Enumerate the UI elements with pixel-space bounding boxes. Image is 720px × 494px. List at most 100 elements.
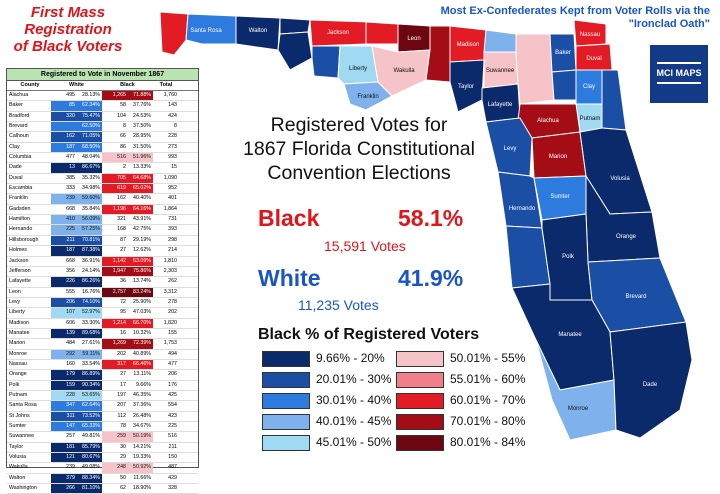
cell-white-percent: 35.84% bbox=[82, 205, 100, 212]
cell-total: 211 bbox=[168, 443, 177, 450]
cell-black-percent: 51.96% bbox=[127, 153, 153, 163]
cell-white-percent: 28.13% bbox=[82, 92, 100, 98]
cell-white-count: 162 bbox=[51, 132, 76, 142]
cell-black-count: 1,269 bbox=[102, 339, 127, 349]
cell-county: Clay bbox=[9, 143, 20, 150]
cell-white-count: 347 bbox=[51, 401, 76, 411]
cell-black-count: 1,947 bbox=[102, 266, 127, 277]
cell-white-percent: 86.26% bbox=[76, 277, 102, 287]
col-white: White bbox=[69, 82, 84, 88]
cell-black-count: 95 bbox=[120, 309, 126, 316]
map-label-manatee: Manatee bbox=[558, 332, 582, 338]
table-row: Monroe 292 59.11% 202 40.89% 494 bbox=[7, 349, 198, 360]
county-gadsden bbox=[365, 21, 399, 45]
map-label-lafayette: Lafayette bbox=[488, 102, 513, 108]
cell-white-percent: 59.11% bbox=[76, 349, 102, 359]
table-row: Hernando 225 57.25% 168 42.75% 393 bbox=[7, 225, 198, 236]
cell-black-percent: 19.33% bbox=[133, 454, 151, 461]
map-label-madison: Madison bbox=[457, 42, 480, 48]
cell-white-percent: 36.91% bbox=[82, 257, 100, 264]
cell-county: Hillsborough bbox=[9, 236, 39, 243]
cell-black-percent: 46.35% bbox=[133, 391, 151, 398]
cell-black-percent: 47.03% bbox=[133, 309, 151, 316]
cell-total: 731 bbox=[168, 216, 177, 223]
map-label-clay: Clay bbox=[583, 84, 595, 90]
cell-county: Liberty bbox=[9, 309, 25, 316]
table-row: Jackson 668 36.91% 1,142 63.09% 1,810 bbox=[7, 256, 198, 267]
county-calhoun bbox=[311, 45, 341, 79]
cell-white-count: 668 bbox=[66, 257, 75, 264]
cell-black-percent: 37.50% bbox=[133, 123, 151, 130]
cell-black-count: 50 bbox=[120, 474, 126, 481]
cell-county: Calhoun bbox=[9, 133, 29, 140]
legend-label: 45.01% - 50% bbox=[316, 435, 392, 449]
cell-black-percent: 83.24% bbox=[127, 287, 153, 297]
cell-white-percent: 87.38% bbox=[76, 246, 102, 256]
map-label-sumter: Sumter bbox=[550, 194, 569, 200]
cell-total: 143 bbox=[168, 102, 177, 109]
cell-black-percent: 63.09% bbox=[127, 256, 153, 266]
cell-black-percent: 42.75% bbox=[133, 226, 151, 233]
legend-label: 30.01% - 40% bbox=[316, 393, 392, 407]
cell-county: Washington bbox=[9, 485, 37, 492]
cell-county: Levy bbox=[9, 298, 21, 305]
cell-county: Volusia bbox=[9, 454, 27, 461]
cell-white-count: 225 bbox=[51, 225, 76, 235]
legend-label: 40.01% - 45% bbox=[316, 414, 392, 428]
map-label-baker: Baker bbox=[555, 50, 571, 56]
cell-black-count: 72 bbox=[120, 298, 126, 305]
left-title-line: First Mass bbox=[30, 4, 106, 21]
table-row: Bradford 320 75.47% 104 24.53% 424 bbox=[7, 111, 198, 123]
table-row: Franklin 239 59.60% 162 40.40% 401 bbox=[7, 194, 198, 205]
cell-white-percent: 71.05% bbox=[76, 132, 102, 142]
cell-white-count: 206 bbox=[51, 297, 76, 308]
summary-title-line: Registered Votes for bbox=[270, 114, 448, 136]
cell-county: Holmes bbox=[9, 247, 27, 254]
cell-black-percent: 43.91% bbox=[133, 216, 151, 223]
cell-black-percent: 75.86% bbox=[127, 266, 153, 277]
cell-county: Brevard bbox=[9, 123, 28, 130]
legend-item: 40.01% - 45% bbox=[262, 413, 392, 430]
legend-swatch bbox=[262, 392, 310, 409]
county-levy bbox=[485, 117, 533, 177]
cell-white-percent: 35.32% bbox=[82, 174, 100, 181]
map-label-polk: Polk bbox=[562, 254, 575, 260]
cell-total: 429 bbox=[168, 474, 177, 481]
table-row: Hillsborough 211 70.81% 87 29.19% 298 bbox=[7, 235, 198, 247]
cell-total: 1,090 bbox=[163, 174, 177, 181]
cell-county: Hernando bbox=[9, 226, 33, 233]
cell-total: 424 bbox=[168, 112, 177, 119]
cell-total: 393 bbox=[168, 226, 177, 233]
col-black: Black bbox=[120, 82, 135, 88]
cell-white-percent: 65.33% bbox=[76, 422, 102, 432]
cell-white-count: 85 bbox=[51, 101, 76, 111]
cell-total: 952 bbox=[168, 185, 177, 192]
cell-total: 1,810 bbox=[163, 257, 177, 264]
cell-black-percent: 31.50% bbox=[133, 143, 151, 150]
logo-line bbox=[657, 82, 701, 84]
cell-white-percent: 49.08% bbox=[82, 464, 100, 471]
cell-total: 328 bbox=[168, 485, 177, 492]
cell-black-percent: 24.53% bbox=[133, 112, 151, 119]
cell-white-percent: 33.30% bbox=[82, 319, 100, 326]
cell-total: 554 bbox=[168, 402, 177, 409]
cell-total: 176 bbox=[168, 381, 177, 388]
cell-white-count: 147 bbox=[51, 422, 76, 432]
cell-total: 3,312 bbox=[163, 288, 177, 295]
cell-white-percent: 80.67% bbox=[76, 453, 102, 463]
cell-black-percent: 13.33% bbox=[133, 164, 151, 171]
right-title-line: Most Ex-Confederates Kept from Voter Rol… bbox=[440, 5, 710, 17]
cell-black-count: 2 bbox=[123, 164, 126, 171]
cell-black-count: 321 bbox=[117, 216, 126, 223]
cell-white-count: 13 bbox=[51, 163, 76, 173]
black-votes: 15,591 Votes bbox=[324, 238, 406, 254]
cell-black-percent: 14.21% bbox=[133, 443, 151, 450]
cell-total: 401 bbox=[168, 195, 177, 202]
table-title: Registered to Vote in November 1867 bbox=[7, 69, 198, 81]
table-row: Polk 159 90.34% 17 9.66% 176 bbox=[7, 380, 198, 391]
legend-swatch bbox=[262, 434, 310, 451]
legend-swatch bbox=[396, 350, 444, 367]
cell-white-count: 320 bbox=[51, 111, 76, 122]
cell-county: Nassau bbox=[9, 360, 27, 367]
cell-county: Manatee bbox=[9, 329, 30, 336]
